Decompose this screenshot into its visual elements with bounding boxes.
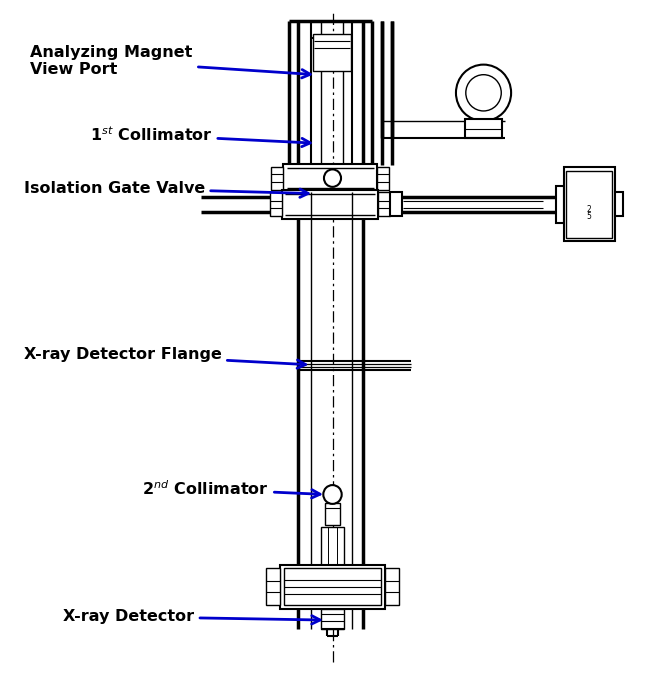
Bar <box>280 565 385 609</box>
Text: 2: 2 <box>587 205 592 214</box>
Text: X-ray Detector: X-ray Detector <box>63 609 320 624</box>
Bar <box>390 192 402 216</box>
Circle shape <box>465 75 501 111</box>
Bar <box>615 192 622 216</box>
Bar <box>567 171 612 238</box>
Bar <box>284 568 381 605</box>
Bar <box>465 119 502 138</box>
Bar <box>313 35 351 71</box>
Text: Analyzing Magnet
View Port: Analyzing Magnet View Port <box>31 45 310 78</box>
Bar <box>282 190 378 219</box>
Circle shape <box>323 485 342 504</box>
Bar <box>321 609 344 629</box>
Bar <box>270 192 282 216</box>
Bar <box>321 527 344 565</box>
Bar <box>378 192 390 216</box>
Text: Isolation Gate Valve: Isolation Gate Valve <box>24 181 309 197</box>
Bar <box>556 186 564 223</box>
Bar <box>271 167 283 190</box>
Bar <box>564 167 615 241</box>
Text: 1$^{st}$ Collimator: 1$^{st}$ Collimator <box>90 126 310 147</box>
Circle shape <box>324 169 341 187</box>
Bar <box>377 167 389 190</box>
Text: X-ray Detector Flange: X-ray Detector Flange <box>24 347 306 369</box>
Text: 5: 5 <box>587 212 592 221</box>
Circle shape <box>456 65 511 121</box>
Text: 2$^{nd}$ Collimator: 2$^{nd}$ Collimator <box>142 480 320 498</box>
Bar <box>265 568 280 605</box>
Bar <box>283 164 377 192</box>
Bar <box>325 503 340 525</box>
Bar <box>385 568 400 605</box>
